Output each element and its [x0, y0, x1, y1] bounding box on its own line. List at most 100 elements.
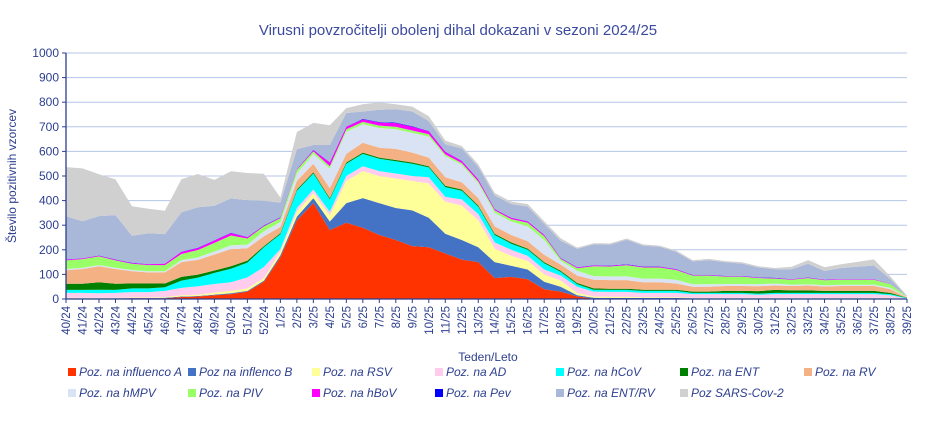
x-ticks: 40/24 41/24 42/24 43/24 44/24 45/24 46/24 47/24… [61, 299, 914, 335]
legend-label: Poz. na RV [815, 365, 876, 379]
x-tick-label: 8/25 [391, 306, 403, 328]
x-tick-label: 1/25 [275, 306, 287, 328]
x-tick-label: 27/25 [704, 306, 716, 335]
y-tick-label: 600 [39, 144, 59, 158]
legend-item: Poz. na PIV [188, 386, 262, 400]
x-tick-label: 7/25 [374, 306, 386, 328]
x-tick-label: 41/24 [77, 305, 89, 334]
legend-item: Poz. na hMPV [68, 386, 156, 400]
x-tick-label: 51/24 [242, 305, 254, 334]
legend-item: Poz. na influenco A [68, 365, 182, 379]
legend-swatch [556, 389, 564, 397]
area-series-4 [66, 153, 907, 299]
x-tick-label: 9/25 [407, 306, 419, 328]
legend-label: Poz. na Pev [446, 386, 511, 400]
legend-swatch [68, 368, 76, 376]
y-tick-label: 300 [39, 218, 59, 232]
legend-item: Poz. na ENT [680, 365, 759, 379]
legend-swatch [804, 368, 812, 376]
legend-label: Poz. na RSV [323, 365, 392, 379]
x-tick-label: 42/24 [94, 305, 106, 334]
legend-swatch [68, 389, 76, 397]
x-tick-label: 32/25 [787, 306, 799, 335]
x-tick-label: 31/25 [770, 306, 782, 335]
legend-label: Poz SARS-Cov-2 [691, 386, 784, 400]
legend-item: Poz. na ENT/RV [556, 386, 655, 400]
legend-item: Poz. na hCoV [556, 365, 641, 379]
legend-item: Poz. na RSV [312, 365, 392, 379]
y-tick-label: 500 [39, 169, 59, 183]
x-tick-label: 40/24 [61, 305, 73, 334]
area-series-6 [66, 142, 907, 298]
x-tick-label: 50/24 [226, 305, 238, 334]
x-tick-label: 35/25 [836, 306, 848, 335]
area-series-0 [66, 203, 907, 299]
x-tick-label: 18/25 [556, 306, 568, 335]
x-tick-label: 34/25 [820, 306, 832, 335]
x-tick-label: 5/25 [341, 306, 353, 328]
chart-title: Virusni povzročitelji obolenj dihal doka… [259, 22, 657, 39]
legend-label: Poz. na PIV [199, 386, 263, 400]
legend: Poz. na influenco A Poz na inflenco B Poz.… [0, 365, 945, 410]
x-tick-label: 45/24 [143, 305, 155, 334]
x-tick-label: 24/25 [655, 306, 667, 335]
y-tick-label: 700 [39, 120, 59, 134]
x-tick-label: 37/25 [869, 306, 881, 335]
x-tick-label: 23/25 [638, 306, 650, 335]
x-tick-label: 20/25 [589, 306, 601, 335]
legend-swatch [435, 389, 443, 397]
y-tick-label: 400 [39, 194, 59, 208]
x-tick-label: 47/24 [176, 305, 188, 334]
legend-item: Poz. na RV [804, 365, 875, 379]
y-ticks: 0 100 200 300 400 500 600 700 800 900 1000 [32, 46, 66, 306]
y-tick-label: 0 [52, 292, 59, 306]
legend-label: Poz. na AD [446, 365, 507, 379]
legend-swatch [680, 389, 688, 397]
legend-label: Poz. na ENT [691, 365, 760, 379]
x-tick-label: 16/25 [523, 306, 535, 335]
x-tick-label: 39/25 [902, 306, 914, 335]
legend-item: Poz. na Pev [435, 386, 511, 400]
x-tick-label: 30/25 [754, 306, 766, 335]
legend-label: Poz na inflenco B [199, 365, 293, 379]
x-tick-label: 15/25 [506, 306, 518, 335]
x-tick-label: 38/25 [886, 306, 898, 335]
y-tick-label: 100 [39, 267, 59, 281]
x-tick-label: 13/25 [473, 306, 485, 335]
legend-swatch [556, 368, 564, 376]
x-tick-label: 43/24 [110, 305, 122, 334]
x-tick-label: 14/25 [490, 306, 502, 335]
x-tick-label: 11/25 [440, 306, 452, 334]
y-axis-label: Število pozitivnih vzorcev [4, 109, 19, 243]
x-tick-label: 3/25 [308, 306, 320, 328]
x-tick-label: 6/25 [358, 306, 370, 328]
y-tick-label: 800 [39, 95, 59, 109]
legend-label: Poz. na hBoV [323, 386, 397, 400]
area-series-11 [66, 109, 907, 297]
x-tick-label: 26/25 [688, 306, 700, 335]
legend-label: Poz. na ENT/RV [567, 386, 655, 400]
x-tick-label: 12/25 [457, 306, 469, 335]
legend-item: Poz. na AD [435, 365, 506, 379]
x-tick-label: 48/24 [193, 305, 205, 334]
area-series-7 [66, 124, 907, 298]
x-tick-label: 29/25 [737, 306, 749, 335]
legend-item: Poz SARS-Cov-2 [680, 386, 784, 400]
x-tick-label: 25/25 [671, 306, 683, 335]
legend-label: Poz. na hCoV [567, 365, 642, 379]
legend-swatch [188, 368, 196, 376]
y-tick-label: 200 [39, 243, 59, 257]
y-tick-label: 900 [39, 71, 59, 85]
x-tick-label: 21/25 [605, 306, 617, 335]
area-series [66, 102, 907, 299]
y-tick-label: 1000 [32, 46, 59, 60]
x-tick-label: 36/25 [853, 306, 865, 335]
x-tick-label: 4/25 [325, 306, 337, 328]
x-tick-label: 28/25 [721, 306, 733, 335]
legend-swatch [188, 389, 196, 397]
legend-item: Poz. na hBoV [312, 386, 396, 400]
x-tick-label: 10/25 [424, 306, 436, 335]
legend-label: Poz. na hMPV [79, 386, 156, 400]
x-tick-label: 52/24 [259, 305, 271, 334]
legend-swatch [312, 368, 320, 376]
